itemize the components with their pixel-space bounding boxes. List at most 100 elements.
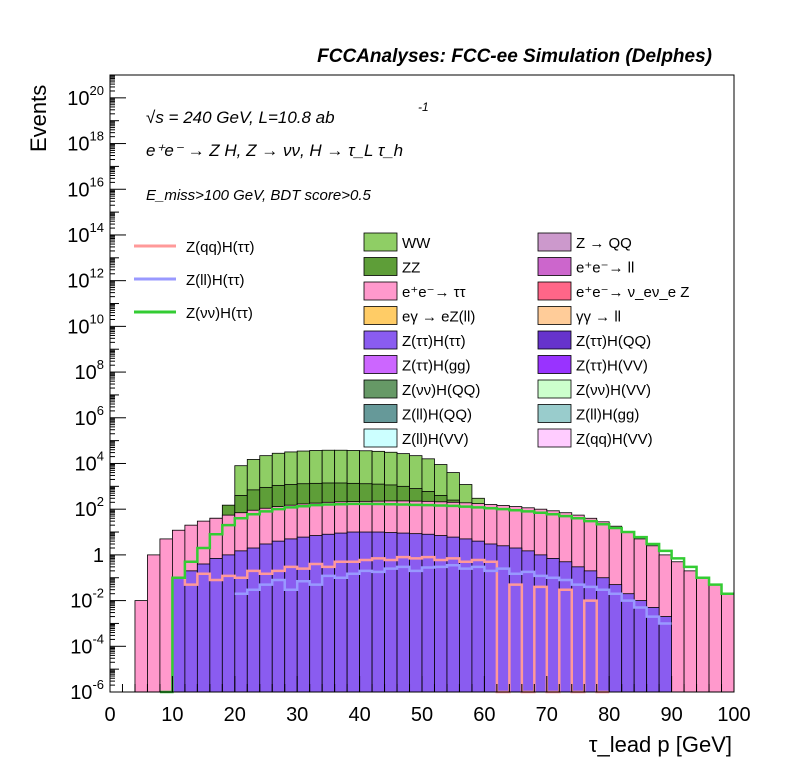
legend-swatch (363, 379, 398, 399)
legend-label: ZZ (402, 260, 420, 277)
series-line-0 (172, 555, 610, 694)
bar-3-35 (608, 584, 623, 693)
legend-label: Z(ll)H(QQ) (402, 407, 472, 424)
x-tick-label: 50 (411, 704, 433, 726)
legend-line-label: Z(ll)H(ττ) (186, 272, 245, 289)
bar-3-3 (209, 558, 223, 693)
legend: WW Z → QQ ZZ e⁺e⁻→ ll e⁺e⁻→ ττ e⁺e⁻→ ν_eν_e Z… (363, 232, 689, 448)
legend-label: WW (402, 235, 431, 252)
bar-2-0 (134, 600, 148, 693)
bar-3-9 (284, 538, 298, 693)
x-tick-label: 0 (104, 704, 115, 726)
bar-3-13 (334, 532, 348, 693)
legend-label: Z → QQ (576, 235, 632, 252)
legend-swatch (363, 355, 398, 374)
legend-swatch (537, 428, 572, 448)
y-tick-label: 1018 (67, 129, 104, 156)
y-tick-label: 1014 (67, 220, 104, 247)
bar-3-8 (271, 540, 286, 693)
legend-label: Z(ττ)H(VV) (576, 358, 648, 375)
bar-3-25 (483, 543, 498, 693)
legend-label: Z(ττ)H(ττ) (402, 333, 466, 350)
bar-3-12 (321, 533, 336, 693)
bar-2-46 (708, 584, 722, 693)
legend-swatch (537, 355, 572, 374)
signal-lines (159, 502, 734, 694)
y-tick-label: 104 (75, 448, 104, 475)
y-tick-label: 1 (93, 545, 104, 567)
legend-swatch (537, 330, 572, 350)
legend-label: e⁺e⁻→ ν_eν_e Z (576, 284, 689, 301)
annotation-process: e⁺e⁻ → Z H, Z → νν, H → τ_L τ_h (146, 141, 403, 160)
annotation-energy: √s = 240 GeV, L=10.8 ab (146, 108, 335, 127)
legend-line-label: Z(qq)H(ττ) (186, 239, 255, 256)
legend-swatch (537, 232, 572, 252)
bar-3-17 (384, 532, 398, 693)
legend-swatch (363, 428, 398, 448)
bar-2-45 (696, 577, 710, 693)
y-tick-label: 102 (75, 494, 104, 521)
legend-swatch (363, 306, 398, 325)
legend-swatch (363, 232, 398, 252)
bar-2-1 (147, 554, 161, 693)
y-tick-label: 106 (75, 403, 104, 430)
bar-3-2 (196, 563, 211, 693)
chart-title: FCCAnalyses: FCC-ee Simulation (Delphes) (317, 46, 712, 67)
annotation-energy-sup: -1 (418, 100, 429, 114)
x-tick-label: 80 (598, 704, 620, 726)
bar-3-16 (371, 531, 385, 693)
bar-3-36 (621, 593, 635, 693)
legend-swatch (537, 379, 572, 399)
bar-3-5 (234, 550, 248, 693)
legend-swatch (537, 404, 572, 423)
legend-label: Z(ττ)H(QQ) (576, 333, 651, 350)
y-tick-label: 10-4 (70, 631, 104, 658)
bar-3-34 (596, 577, 610, 693)
bar-3-6 (246, 547, 261, 693)
bar-3-22 (446, 536, 460, 693)
legend-label: γγ → ll (576, 309, 621, 326)
x-tick-label: 90 (660, 704, 682, 726)
bar-3-37 (633, 600, 648, 693)
y-axis-label: Events (26, 85, 51, 152)
legend-swatch (363, 404, 398, 423)
bar-2-44 (683, 570, 697, 693)
bar-2-47 (721, 593, 735, 693)
bar-3-14 (346, 531, 360, 693)
legend-label: e⁺e⁻→ ττ (402, 284, 466, 301)
bar-3-27 (508, 547, 523, 693)
bar-3-0 (171, 577, 186, 693)
y-tick-label: 1016 (67, 174, 104, 201)
bar-3-1 (184, 570, 198, 693)
legend-swatch (537, 257, 572, 276)
legend-swatch (537, 306, 572, 325)
legend-line-label: Z(νν)H(ττ) (186, 305, 253, 322)
bar-3-7 (259, 543, 273, 693)
legend-label: eγ → eZ(ll) (402, 309, 475, 326)
x-tick-label: 10 (161, 704, 183, 726)
bar-3-15 (359, 531, 373, 693)
bar-3-31 (558, 561, 573, 693)
x-tick-label: 40 (348, 704, 370, 726)
bar-3-11 (309, 535, 323, 693)
bar-3-39 (658, 616, 672, 693)
series-line-1 (234, 564, 672, 625)
y-tick-label: 10-2 (70, 586, 104, 613)
legend-swatch (537, 281, 572, 301)
bar-3-33 (583, 570, 598, 693)
x-tick-label: 100 (717, 704, 750, 726)
bar-3-38 (646, 607, 660, 693)
annotation-cuts: E_miss>100 GeV, BDT score>0.5 (146, 187, 371, 204)
legend-label: e⁺e⁻→ ll (576, 260, 634, 277)
x-axis-label: τ_lead p [GeV] (589, 732, 732, 757)
x-tick-label: 70 (536, 704, 558, 726)
y-tick-label: 1010 (67, 311, 104, 338)
legend-lines: Z(qq)H(ττ) Z(ll)H(ττ) Z(νν)H(ττ) (134, 239, 255, 322)
y-tick-label: 108 (75, 357, 104, 384)
y-tick-label: 1012 (67, 266, 104, 293)
bar-2-2 (159, 538, 173, 693)
legend-swatch (363, 281, 398, 301)
legend-label: Z(qq)H(VV) (576, 431, 653, 448)
x-tick-label: 60 (473, 704, 495, 726)
